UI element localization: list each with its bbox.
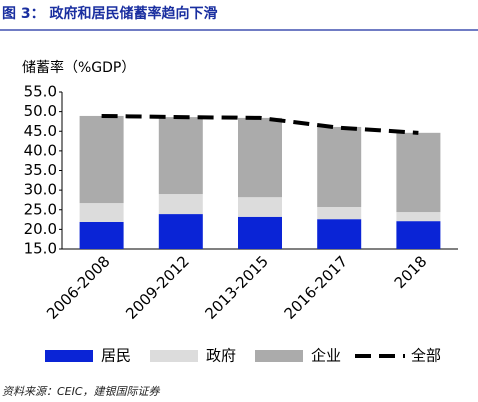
y-tick-label: 50.0 (24, 102, 57, 120)
bar-segment (79, 221, 124, 249)
bar-segment (317, 219, 362, 249)
legend-label: 政府 (206, 347, 236, 365)
chart-title: 图 3： 政府和居民储蓄率趋向下滑 (2, 5, 218, 22)
y-tick-label: 30.0 (24, 181, 57, 199)
bar-segment (317, 207, 362, 220)
source: 资料来源：CEIC，建银国际证券 (2, 385, 161, 398)
bar-segment (396, 212, 441, 222)
total-line (101, 113, 419, 135)
y-tick-label: 40.0 (24, 141, 57, 159)
bar-segment (317, 126, 362, 208)
y-tick-label: 20.0 (24, 220, 57, 238)
bar-segment (158, 117, 203, 195)
legend-swatch (45, 350, 93, 362)
x-tick-label: 2018 (391, 252, 431, 292)
bar-segment (396, 132, 441, 213)
y-tick-label: 45.0 (24, 122, 57, 140)
y-tick-label: 15.0 (24, 240, 57, 258)
bar-segment (158, 214, 203, 249)
bar-segment (238, 197, 282, 217)
x-tick-label: 2009-2012 (122, 252, 193, 323)
legend-label: 全部 (411, 347, 441, 365)
bars (79, 115, 441, 249)
legend-label: 企业 (311, 347, 341, 365)
y-tick-label: 55.0 (24, 83, 57, 101)
legend-swatch (150, 350, 198, 362)
bar-segment (238, 117, 282, 198)
bar-segment (79, 203, 124, 222)
x-tick-label: 2013-2015 (201, 252, 272, 323)
legend-swatch (255, 350, 303, 362)
bar-segment (158, 194, 203, 215)
bar-segment (396, 221, 441, 249)
y-axis-label: 储蓄率（%GDP） (22, 59, 135, 76)
y-tick-label: 25.0 (24, 200, 57, 218)
x-tick-label: 2016-2017 (281, 252, 352, 323)
bar-segment (238, 216, 282, 249)
y-tick-label: 35.0 (24, 161, 57, 179)
bar-segment (79, 115, 124, 204)
x-tick-label: 2006-2008 (43, 252, 114, 323)
legend-label: 居民 (101, 347, 131, 365)
